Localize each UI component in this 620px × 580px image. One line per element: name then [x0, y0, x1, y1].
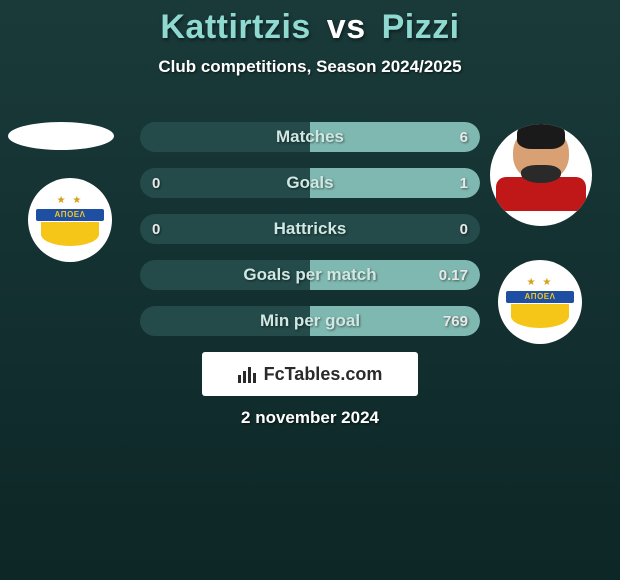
date-text: 2 november 2024: [0, 408, 620, 428]
club-crest-right: ★ ★ ΑΠΟΕΛ: [498, 260, 582, 344]
stat-label: Min per goal: [140, 311, 480, 331]
stat-row: Matches6: [140, 122, 480, 152]
stat-right-value: 769: [443, 313, 468, 330]
stats-container: Matches60Goals10Hattricks0Goals per matc…: [140, 122, 480, 352]
stat-label: Goals per match: [140, 265, 480, 285]
title-vs: vs: [327, 8, 366, 46]
title-player-right: Pizzi: [382, 8, 460, 46]
player-avatar-right: [490, 124, 592, 226]
player-avatar-left-placeholder: [8, 122, 114, 150]
stat-right-value: 6: [460, 129, 468, 146]
crest-shield-icon: [41, 222, 100, 246]
crest-shield-icon: [511, 304, 570, 328]
stat-label: Matches: [140, 127, 480, 147]
bar-chart-icon: [238, 365, 258, 383]
crest-stars-icon: ★ ★: [57, 195, 84, 206]
player-beard-icon: [521, 165, 561, 183]
stat-row: 0Goals1: [140, 168, 480, 198]
stat-label: Hattricks: [140, 219, 480, 239]
stat-label: Goals: [140, 173, 480, 193]
stat-right-value: 1: [460, 175, 468, 192]
stat-row: 0Hattricks0: [140, 214, 480, 244]
attribution-badge: FcTables.com: [202, 352, 418, 396]
crest-graphic: ★ ★ ΑΠΟΕΛ: [28, 178, 112, 262]
stat-right-value: 0.17: [439, 267, 468, 284]
stat-row: Goals per match0.17: [140, 260, 480, 290]
title-player-left: Kattirtzis: [160, 8, 310, 46]
crest-graphic: ★ ★ ΑΠΟΕΛ: [498, 260, 582, 344]
stat-right-value: 0: [460, 221, 468, 238]
player-hair-icon: [517, 124, 565, 149]
stat-row: Min per goal769: [140, 306, 480, 336]
content-root: Kattirtzis vs Pizzi Club competitions, S…: [0, 0, 620, 580]
crest-text: ΑΠΟΕΛ: [36, 209, 103, 221]
club-crest-left: ★ ★ ΑΠΟΕΛ: [28, 178, 112, 262]
crest-text: ΑΠΟΕΛ: [506, 291, 573, 303]
page-title: Kattirtzis vs Pizzi: [0, 0, 620, 47]
subtitle: Club competitions, Season 2024/2025: [0, 57, 620, 77]
crest-stars-icon: ★ ★: [527, 277, 554, 288]
attribution-text: FcTables.com: [264, 364, 383, 385]
player-head-icon: [513, 125, 569, 181]
